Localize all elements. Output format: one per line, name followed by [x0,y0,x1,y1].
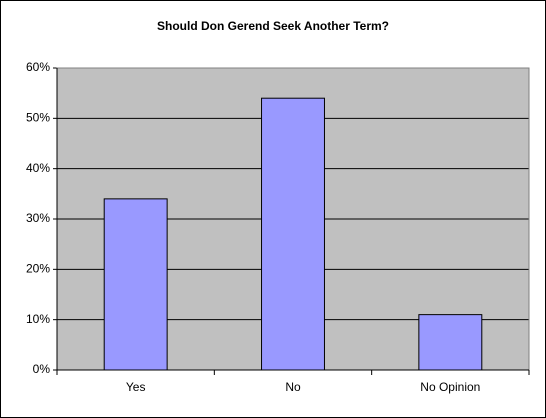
x-tick-label: Yes [126,380,146,394]
bar [261,97,325,371]
y-tick-label: 40% [26,161,50,175]
bar [103,198,168,371]
y-tick-label: 50% [26,111,50,125]
x-tick-label: No [285,380,301,394]
chart-title: Should Don Gerend Seek Another Term? [157,19,389,33]
bar [418,314,483,371]
y-tick-label: 0% [33,362,51,376]
y-tick-label: 60% [26,60,50,74]
x-tick-label: No Opinion [420,380,480,394]
y-tick-label: 30% [26,211,50,225]
y-tick-label: 10% [26,312,50,326]
y-tick-label: 20% [26,262,50,276]
